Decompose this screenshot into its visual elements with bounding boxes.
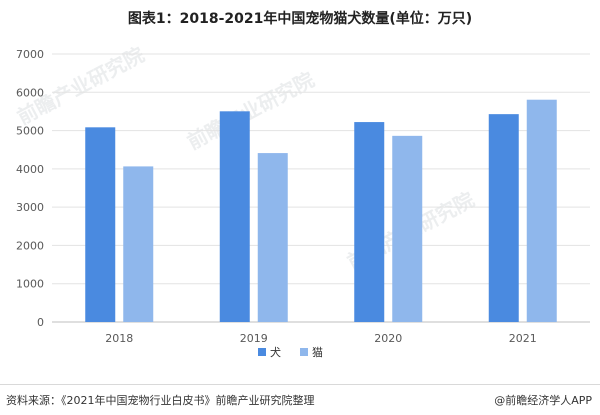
brand-label: @前瞻经济学人APP [494,394,592,407]
footer-divider [0,384,600,385]
x-tick-label: 2021 [509,332,537,345]
y-tick-label: 3000 [16,201,44,214]
bar-cat-2021 [526,99,557,323]
legend: 犬猫 [258,345,323,359]
legend-swatch [300,348,308,356]
y-axis-ticks: 0 1000 2000 3000 4000 5000 6000 7000 [16,48,44,329]
x-tick-label: 2020 [374,332,402,345]
y-tick-label: 7000 [16,48,44,61]
legend-swatch [258,348,266,356]
y-tick-label: 5000 [16,125,44,138]
bar-dog-2019 [219,111,250,322]
bars [85,99,557,323]
x-tick-label: 2019 [240,332,268,345]
y-tick-label: 4000 [16,163,44,176]
source-note: 资料来源：《2021年中国宠物行业白皮书》前瞻产业研究院整理 [6,394,315,407]
legend-label: 犬 [270,345,281,359]
x-tick-label: 2018 [105,332,133,345]
bar-cat-2018 [123,166,154,322]
y-tick-label: 2000 [16,239,44,252]
legend-label: 猫 [312,346,323,359]
x-axis-ticks: 2018 2019 2020 2021 [105,332,537,345]
bar-dog-2018 [85,127,116,323]
bar-dog-2021 [488,114,519,323]
y-tick-label: 0 [37,316,44,329]
bar-cat-2020 [392,135,423,322]
bar-dog-2020 [354,122,385,323]
chart-title: 图表1：2018-2021年中国宠物猫犬数量(单位：万只) [127,11,473,27]
bar-cat-2019 [257,153,288,322]
y-tick-label: 1000 [16,278,44,291]
y-tick-label: 6000 [16,86,44,99]
